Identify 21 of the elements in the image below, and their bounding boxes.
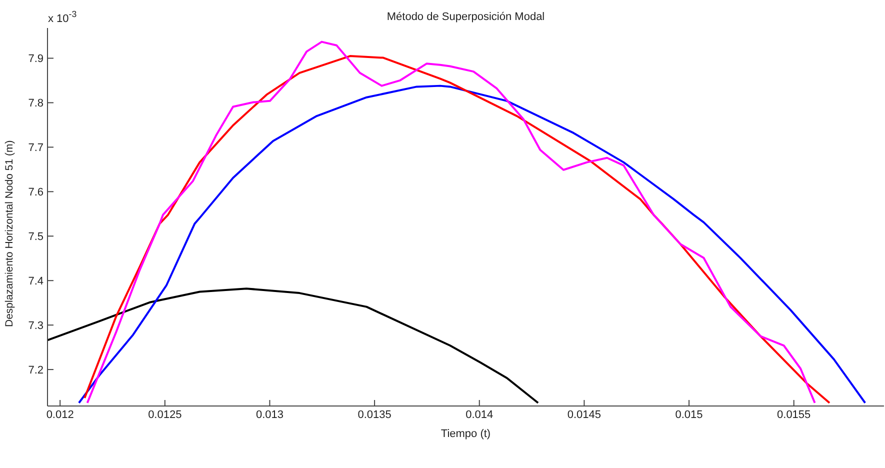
x-tick-label: 0.0135 xyxy=(358,408,392,421)
x-tick-label: 0.013 xyxy=(256,408,284,421)
y-axis-title: Desplazamiento Horizontal Nodo 51 (m) xyxy=(4,140,16,327)
text: x 10$^{-3}$ xyxy=(48,9,77,25)
y-tick-label: 7.4 xyxy=(28,276,44,288)
y-tick-label: 7.5 xyxy=(28,231,44,244)
x-tick-label: 0.0145 xyxy=(567,408,602,421)
x-tick-label: 0.0155 xyxy=(777,408,811,421)
x-axis-title: Tiempo (t) xyxy=(440,428,491,440)
y-tick-label: 7.8 xyxy=(28,98,44,110)
y-tick-label: 7.3 xyxy=(28,320,44,332)
line-series xyxy=(48,288,540,404)
y-tick-label: 7.2 xyxy=(28,364,44,376)
x-tick-label: 0.014 xyxy=(466,408,494,421)
chart-title: Método de Superposición Modal xyxy=(386,11,545,23)
y-tick-label: 7.9 xyxy=(28,53,44,66)
x-tick-label: 0.015 xyxy=(675,408,703,421)
x-tick-label: 0.0125 xyxy=(148,408,182,421)
x-tick-label: 0.012 xyxy=(46,408,74,421)
y-tick-label: 7.7 xyxy=(28,142,44,154)
y-tick-label: 7.6 xyxy=(28,186,44,199)
